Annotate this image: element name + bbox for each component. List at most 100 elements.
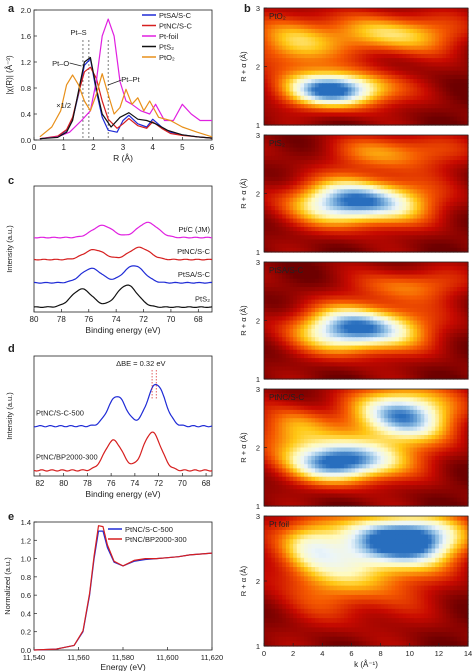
heatmap-cell [427,397,433,403]
heatmap-cell [417,358,422,363]
heatmap-cell [449,62,455,68]
heatmap-cell [282,206,287,211]
heatmap-cell [325,66,331,72]
heatmap-cell [435,222,440,228]
heatmap-cell [340,320,345,326]
heatmap-cell [340,193,345,199]
heatmap-cell [424,95,429,101]
heatmap-cell [278,210,283,215]
heatmap-cell [438,168,444,174]
heatmap-cell [264,155,269,161]
heatmap-cell [315,397,320,403]
heatmap-cell [438,62,444,68]
heatmap-cell [318,120,323,126]
heatmap-cell [315,189,320,195]
heatmap-cell [387,295,393,301]
heatmap-cell [442,116,447,122]
heatmap-cell [315,206,320,211]
heatmap-cell [409,262,414,267]
heatmap-cell [391,370,396,376]
heatmap-cell [285,176,291,182]
heatmap-cell [322,222,327,228]
heatmap-cell [318,266,323,271]
heatmap-cell [391,393,396,398]
heatmap-cell [282,235,287,241]
heatmap-cell [358,243,363,249]
heatmap-cell [420,160,425,165]
heatmap-cell [311,91,316,97]
heatmap-cell [406,135,411,140]
heatmap-cell [449,328,455,334]
heatmap-cell [355,218,360,224]
heatmap-cell [267,104,272,109]
heatmap-cell [384,274,389,280]
heatmap-cell [351,33,356,38]
heatmap-cell [300,62,305,68]
heatmap-cell [322,278,327,284]
heatmap-cell [315,53,320,59]
heatmap-cell [274,320,280,326]
heatmap-cell [398,135,404,140]
heatmap-cell [369,345,374,351]
heatmap-cell [446,362,451,368]
heatmap-cell [409,226,414,232]
heatmap-cell [300,312,305,317]
heatmap-cell [424,87,429,93]
heatmap-cell [402,337,407,342]
heatmap-cell [274,12,280,17]
heatmap-cell [409,197,414,203]
heatmap-cell [293,120,298,126]
heatmap-cell [315,307,320,313]
heatmap-cell [267,160,272,165]
heatmap-cell [311,226,316,232]
heatmap-cell [351,79,356,84]
heatmap-cell [362,201,367,207]
heatmap-cell [351,266,356,271]
heatmap-cell [409,135,414,140]
heatmap-cell [329,226,334,232]
heatmap-cell [406,312,411,317]
heatmap-cell [300,370,305,376]
heatmap-cell [409,389,414,394]
heatmap-cell [457,70,462,76]
heatmap-cell [271,393,276,398]
heatmap-cell [413,218,418,224]
heatmap-cell [333,87,338,93]
heatmap-cell [336,83,342,88]
heatmap-cell [442,83,447,88]
heatmap-cell [311,151,316,157]
heatmap-cell [373,120,378,126]
heatmap-cell [340,235,345,241]
heatmap-cell [362,278,367,284]
heatmap-cell [329,243,334,249]
heatmap-cell [384,210,389,215]
heatmap-cell [322,287,327,292]
heatmap-cell [315,287,320,292]
heatmap-cell [322,341,327,347]
heatmap-cell [333,389,338,394]
heatmap-cell [420,168,425,174]
heatmap-cell [264,320,269,326]
heatmap-cell [427,231,433,236]
heatmap-cell [289,345,294,351]
heatmap-cell [460,112,465,118]
heatmap-cell [380,333,385,338]
heatmap-cell [293,214,298,220]
heatmap-cell [380,8,385,13]
heatmap-cell [271,143,276,149]
heatmap-cell [347,222,353,228]
heatmap-cell [457,172,462,178]
heatmap-cell [311,358,316,363]
heatmap-cell [427,270,433,276]
heatmap-cell [460,33,465,38]
heatmap-cell [347,143,353,149]
heatmap-cell [340,20,345,26]
heatmap-cell [274,28,280,34]
heatmap-cell [431,247,436,253]
heatmap-cell [442,291,447,297]
heatmap-cell [282,320,287,326]
heatmap-cell [315,370,320,376]
heatmap-cell [460,24,465,30]
heatmap-cell [449,312,455,317]
heatmap-cell [362,164,367,170]
